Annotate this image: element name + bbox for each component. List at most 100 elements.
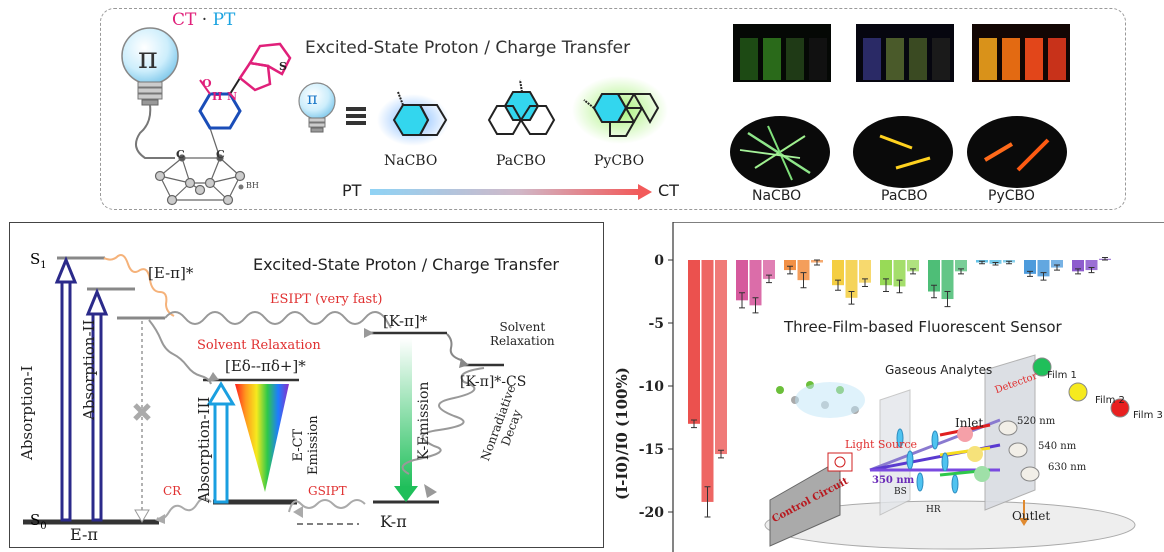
- ect-state-label: [Eδ--πδ+]*: [225, 357, 306, 375]
- emission-word: Emission: [306, 415, 321, 475]
- error-bar: [704, 486, 711, 518]
- kpi-star-label: [K-π]*: [383, 312, 428, 330]
- solvent-relaxation-label: Solvent Relaxation: [197, 338, 321, 353]
- n-atom-label: N: [227, 90, 238, 103]
- molecule-label-pacbo: PaCBO: [496, 153, 546, 169]
- sensor-illustration: [764, 354, 1136, 550]
- gaseous-analytes-label: Gaseous Analytes: [885, 363, 993, 377]
- error-bar: [1102, 256, 1108, 261]
- absorption-iii-arrow: [206, 381, 236, 504]
- photo-label-pacbo: PaCBO: [881, 188, 928, 204]
- error-bar: [1006, 260, 1012, 265]
- left-panel-title: Excited-State Proton / Charge Transfer: [253, 255, 560, 274]
- bar: [749, 260, 762, 306]
- s0-letter: S: [30, 511, 41, 529]
- equivalence-icon: [346, 107, 366, 125]
- s-atom-label: S: [279, 60, 287, 73]
- y-tick-label: -20: [639, 505, 665, 521]
- gsipt-label: GSIPT: [308, 484, 347, 498]
- film-1-label: Film 1: [1047, 370, 1077, 381]
- solvent-relaxation-wave: [148, 319, 212, 385]
- bars: [688, 256, 1111, 518]
- film-3-label: Film 3: [1133, 410, 1163, 421]
- s1-letter: S: [30, 250, 41, 268]
- error-bar: [992, 262, 999, 266]
- kpi-cs-label: [K-π]*-CS: [460, 374, 527, 390]
- bar: [907, 260, 919, 272]
- error-bar: [814, 259, 820, 266]
- sensor-response-chart: 0 -5 -10 -15 -20: [639, 222, 1164, 552]
- bar: [715, 260, 727, 455]
- glass-chamber-left: [879, 389, 911, 516]
- internal-relaxation-wave: [103, 254, 175, 317]
- bar: [736, 260, 748, 301]
- photo-label-pycbo: PyCBO: [988, 188, 1035, 204]
- bulb-pi-symbol: π: [138, 41, 158, 76]
- top-panel-graphics: [121, 24, 1070, 206]
- cr-wave: [156, 497, 212, 521]
- absorption-ii-arrow: [85, 288, 109, 522]
- top-title: Excited-State Proton / Charge Transfer: [305, 38, 631, 58]
- bar: [1024, 260, 1036, 274]
- wavelength-630: 630 nm: [1048, 462, 1087, 473]
- kpi-label: K-π: [380, 512, 407, 531]
- s0-label: S0: [30, 511, 47, 532]
- relaxation-word: Relaxation: [490, 334, 555, 348]
- vial-photo-pycbo: [972, 24, 1070, 82]
- inlet-label: Inlet: [955, 416, 984, 430]
- gsipt-wave: [288, 499, 366, 513]
- film-2-label: Film 2: [1095, 395, 1125, 406]
- k-emission-arrow: [394, 338, 418, 502]
- error-bar: [787, 265, 793, 275]
- hr-label: HR: [926, 505, 941, 515]
- ct-pt-label: CT · PT: [172, 10, 235, 30]
- bar: [1072, 260, 1084, 272]
- y-tick-label: -5: [648, 316, 664, 332]
- bar: [1051, 260, 1063, 268]
- ct-label: CT: [172, 10, 197, 30]
- vial-photo-nacbo: [733, 24, 831, 82]
- error-bar: [800, 272, 807, 289]
- small-bulb-pi: π: [307, 89, 318, 108]
- y-tick-label: -15: [639, 442, 664, 458]
- sensor-base: [764, 500, 1136, 550]
- s0-sub: 0: [40, 521, 47, 532]
- wavelength-520: 520 nm: [1017, 416, 1056, 427]
- photo-label-nacbo: NaCBO: [752, 188, 802, 204]
- error-bar: [862, 278, 868, 287]
- bar: [1085, 260, 1098, 271]
- pt-end-label: PT: [342, 181, 362, 200]
- vial-photo-pacbo: [856, 24, 954, 82]
- solvent-relaxation-right-label: Solvent Relaxation: [490, 320, 555, 348]
- pi-bulb-icon: [121, 27, 179, 159]
- solvent-word: Solvent: [499, 320, 546, 334]
- absorption-i-arrow: [54, 256, 78, 522]
- bar: [763, 260, 775, 279]
- y-tick-label: 0: [654, 253, 664, 269]
- bar: [797, 260, 810, 281]
- esipt-wave: [164, 311, 392, 329]
- outlet-arrow-icon: [1019, 500, 1029, 526]
- cr-label: CR: [163, 484, 182, 498]
- bar: [845, 260, 858, 298]
- pacbo-structure-icon: [487, 79, 556, 135]
- sample-film-spots: [957, 426, 990, 482]
- crystal-photo-nacbo: [730, 116, 830, 188]
- phenol-ring-icon: [198, 77, 242, 130]
- error-bar: [1040, 272, 1047, 281]
- molecule-label-pycbo: PyCBO: [594, 153, 645, 169]
- carborane-icon: [154, 127, 246, 206]
- small-pi-bulb-icon: [298, 82, 336, 133]
- s1-label: S1: [30, 250, 47, 271]
- error-bar: [752, 297, 759, 314]
- error-bar: [848, 291, 855, 305]
- error-bar: [1027, 270, 1033, 277]
- error-bar: [944, 291, 951, 308]
- bh-label: BH: [246, 181, 259, 190]
- crystal-photo-pycbo: [967, 116, 1067, 188]
- gaseous-molecules-icon: [776, 381, 865, 418]
- c-atom-label-right: C: [216, 148, 225, 161]
- jablonski-panel: [9, 222, 604, 548]
- error-bar: [766, 274, 772, 284]
- wavelength-350: 350 nm: [872, 475, 915, 486]
